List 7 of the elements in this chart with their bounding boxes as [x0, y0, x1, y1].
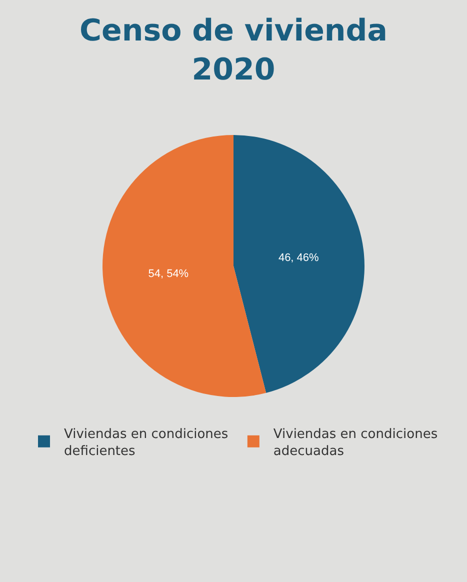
pie-slice [102, 135, 266, 397]
legend-label: Viviendas en condiciones adecuadas [273, 426, 438, 459]
chart-title: Censo de vivienda 2020 [80, 14, 388, 88]
pie-slice [234, 135, 364, 393]
legend-label: Viviendas en condiciones deficientes [64, 426, 228, 459]
data-label: 46, 46% [278, 252, 320, 264]
data-label: 54, 54% [148, 268, 189, 280]
